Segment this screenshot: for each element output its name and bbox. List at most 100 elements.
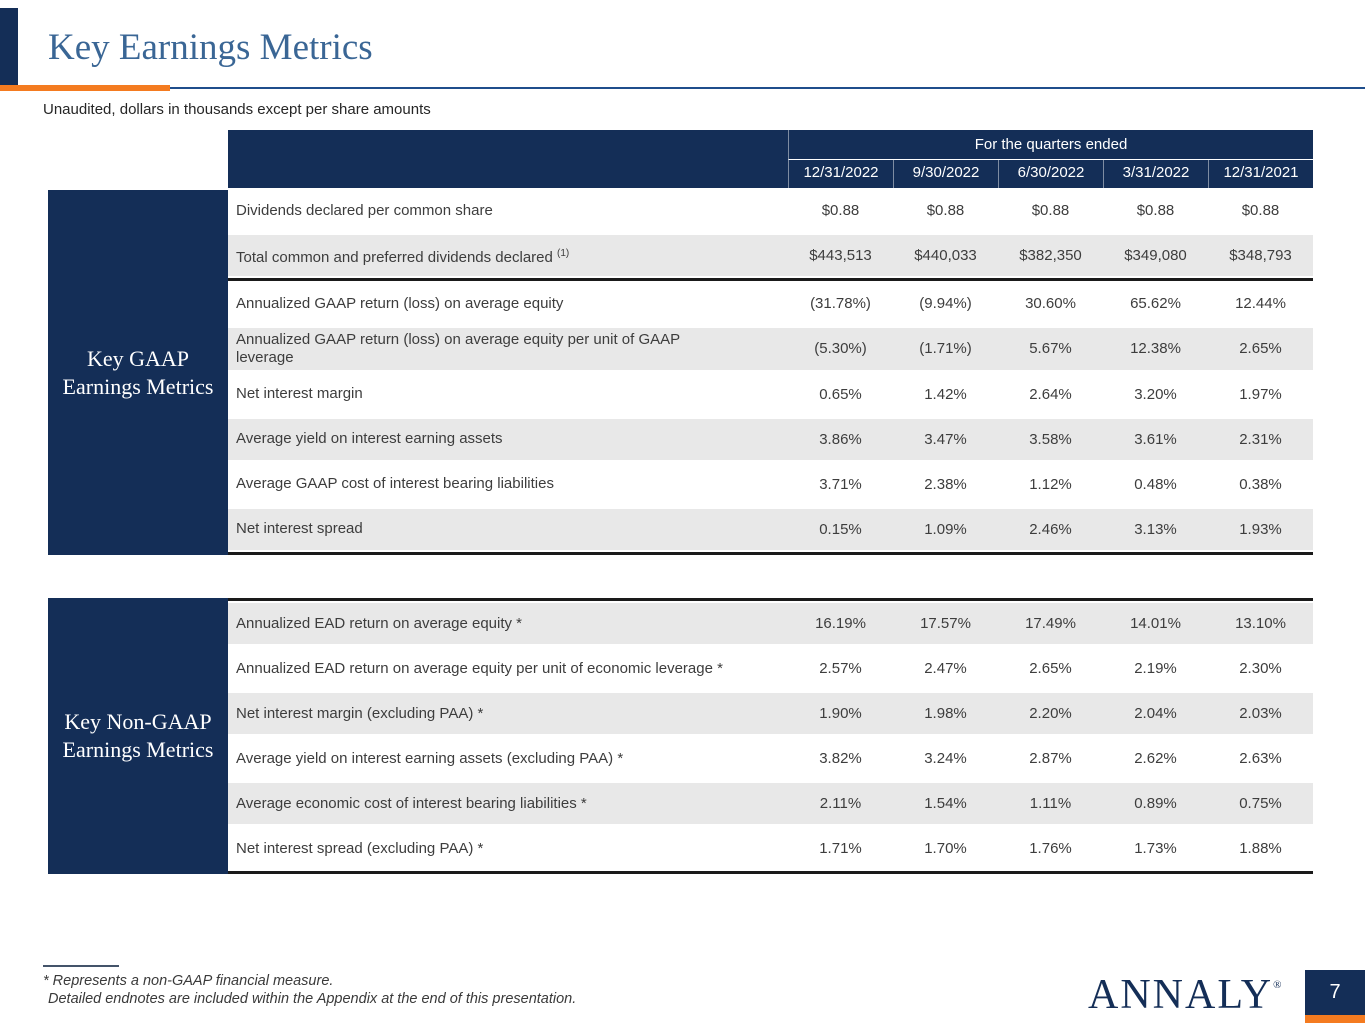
metric-value: 1.98% — [924, 705, 967, 722]
table-row: Total common and preferred dividends dec… — [228, 233, 1313, 282]
metric-value: 3.24% — [924, 750, 967, 767]
metric-value: 2.65% — [1239, 340, 1282, 358]
metric-value: 2.38% — [924, 475, 967, 493]
metric-value: 1.93% — [1239, 520, 1282, 538]
metric-label: Net interest margin — [236, 385, 363, 403]
metric-value: 1.90% — [819, 705, 862, 722]
non-gaap-metrics-table: Annualized EAD return on average equity … — [228, 598, 1313, 874]
metric-label: Net interest spread (excluding PAA) * — [236, 839, 484, 857]
metric-value: $440,033 — [914, 247, 977, 265]
metric-value: 2.19% — [1134, 660, 1177, 677]
subtitle-note: Unaudited, dollars in thousands except p… — [43, 101, 431, 118]
metric-value: 2.87% — [1029, 750, 1072, 767]
metric-value: 0.65% — [819, 385, 862, 403]
page-number-badge: 7 — [1305, 970, 1365, 1015]
metric-value: 1.88% — [1239, 840, 1282, 857]
table-row: Net interest margin (excluding PAA) * 1.9… — [228, 691, 1313, 736]
metric-value: 2.03% — [1239, 705, 1282, 722]
metric-value: 17.49% — [1025, 615, 1076, 632]
gaap-section-label: Key GAAP Earnings Metrics — [48, 190, 228, 555]
metric-value: 16.19% — [815, 615, 866, 632]
metric-value: 1.54% — [924, 795, 967, 812]
metric-value: 2.63% — [1239, 750, 1282, 767]
table-row: Net interest margin 0.65% 1.42% 2.64% 3.20% 1… — [228, 372, 1313, 417]
column-header-3: 3/31/2022 — [1103, 160, 1208, 188]
table-row: Net interest spread 0.15% 1.09% 2.46% 3.13% 1… — [228, 506, 1313, 552]
metric-value: 2.04% — [1134, 705, 1177, 722]
metric-value: 3.13% — [1134, 520, 1177, 538]
metric-value: 2.31% — [1239, 430, 1282, 448]
table-row: Average GAAP cost of interest bearing li… — [228, 462, 1313, 507]
metric-label: Dividends declared per common share — [236, 201, 493, 219]
metric-label: Average economic cost of interest bearin… — [236, 794, 587, 812]
metric-label: Total common and preferred dividends dec… — [236, 247, 570, 266]
table-row: Average yield on interest earning assets… — [228, 736, 1313, 781]
table-row: Annualized GAAP return (loss) on average… — [228, 326, 1313, 372]
metric-value: 65.62% — [1130, 295, 1181, 313]
column-header-0: 12/31/2022 — [788, 160, 893, 188]
metric-value: 1.12% — [1029, 475, 1072, 493]
table-row: Dividends declared per common share $0.88… — [228, 188, 1313, 233]
metric-value: 5.67% — [1029, 340, 1072, 358]
metric-value: 1.70% — [924, 840, 967, 857]
metric-value: $0.88 — [926, 202, 965, 220]
metric-value: 30.60% — [1025, 295, 1076, 313]
metric-value: 3.20% — [1134, 385, 1177, 403]
footnote-reference: (1) — [557, 247, 570, 259]
metric-value: 1.97% — [1239, 385, 1282, 403]
metric-value: 2.47% — [924, 660, 967, 677]
metric-value: 1.76% — [1029, 840, 1072, 857]
metric-value: $0.88 — [1031, 202, 1070, 220]
metric-value: 0.48% — [1134, 475, 1177, 493]
metric-value: 12.44% — [1235, 295, 1286, 313]
metric-value: 1.11% — [1029, 795, 1072, 812]
footnotes: * Represents a non-GAAP financial measur… — [43, 972, 576, 1008]
metric-value: 14.01% — [1130, 615, 1181, 632]
table-row: Net interest spread (excluding PAA) * 1.7… — [228, 826, 1313, 871]
table-row: Average yield on interest earning assets… — [228, 416, 1313, 462]
quarters-ended-label: For the quarters ended — [788, 130, 1313, 160]
metric-label: Annualized GAAP return (loss) on average… — [236, 330, 681, 366]
metric-value: 3.71% — [819, 475, 862, 493]
metric-value: 0.75% — [1239, 795, 1282, 812]
footnote-endnotes: Detailed endnotes are included within th… — [48, 991, 577, 1007]
metric-value: 0.89% — [1134, 795, 1177, 812]
metric-value: 2.30% — [1239, 660, 1282, 677]
column-header-1: 9/30/2022 — [893, 160, 998, 188]
table-row: Annualized EAD return on average equity … — [228, 646, 1313, 691]
metric-label: Average GAAP cost of interest bearing li… — [236, 475, 554, 493]
metric-value: $348,793 — [1229, 247, 1292, 265]
footnote-divider — [43, 965, 119, 967]
metric-value: 1.73% — [1134, 840, 1177, 857]
metric-value: 1.71% — [819, 840, 862, 857]
table-row: Annualized EAD return on average equity … — [228, 601, 1313, 646]
metric-label: Net interest spread — [236, 520, 363, 538]
metric-value: $0.88 — [1136, 202, 1175, 220]
metric-value: (1.71%) — [919, 340, 972, 358]
title-rule-orange — [0, 85, 170, 91]
metric-value: 13.10% — [1235, 615, 1286, 632]
page-number-accent-bar — [1305, 1015, 1365, 1023]
logo-text: ANNALY — [1088, 972, 1274, 1018]
metric-value: (31.78%) — [810, 295, 871, 313]
metric-value: $0.88 — [1241, 202, 1280, 220]
column-header-4: 12/31/2021 — [1208, 160, 1313, 188]
metric-label: Annualized EAD return on average equity … — [236, 659, 723, 677]
metric-label: Average yield on interest earning assets… — [236, 749, 624, 767]
metric-value: 3.82% — [819, 750, 862, 767]
metric-value: $0.88 — [821, 202, 860, 220]
gaap-metrics-table: Dividends declared per common share $0.88… — [228, 188, 1313, 555]
metric-value: 2.57% — [819, 660, 862, 677]
metric-value: 3.86% — [819, 430, 862, 448]
metric-value: 0.15% — [819, 520, 862, 538]
metric-value: 0.38% — [1239, 475, 1282, 493]
metric-value: 2.11% — [819, 795, 862, 812]
metric-label: Average yield on interest earning assets — [236, 430, 503, 448]
metric-label: Annualized GAAP return (loss) on average… — [236, 294, 564, 312]
title-accent-bar — [0, 8, 18, 86]
footnote-non-gaap: * Represents a non-GAAP financial measur… — [43, 973, 334, 989]
metric-value: $382,350 — [1019, 247, 1082, 265]
metric-value: 1.42% — [924, 385, 967, 403]
metric-value: 2.20% — [1029, 705, 1072, 722]
registered-mark-icon: ® — [1273, 979, 1282, 991]
